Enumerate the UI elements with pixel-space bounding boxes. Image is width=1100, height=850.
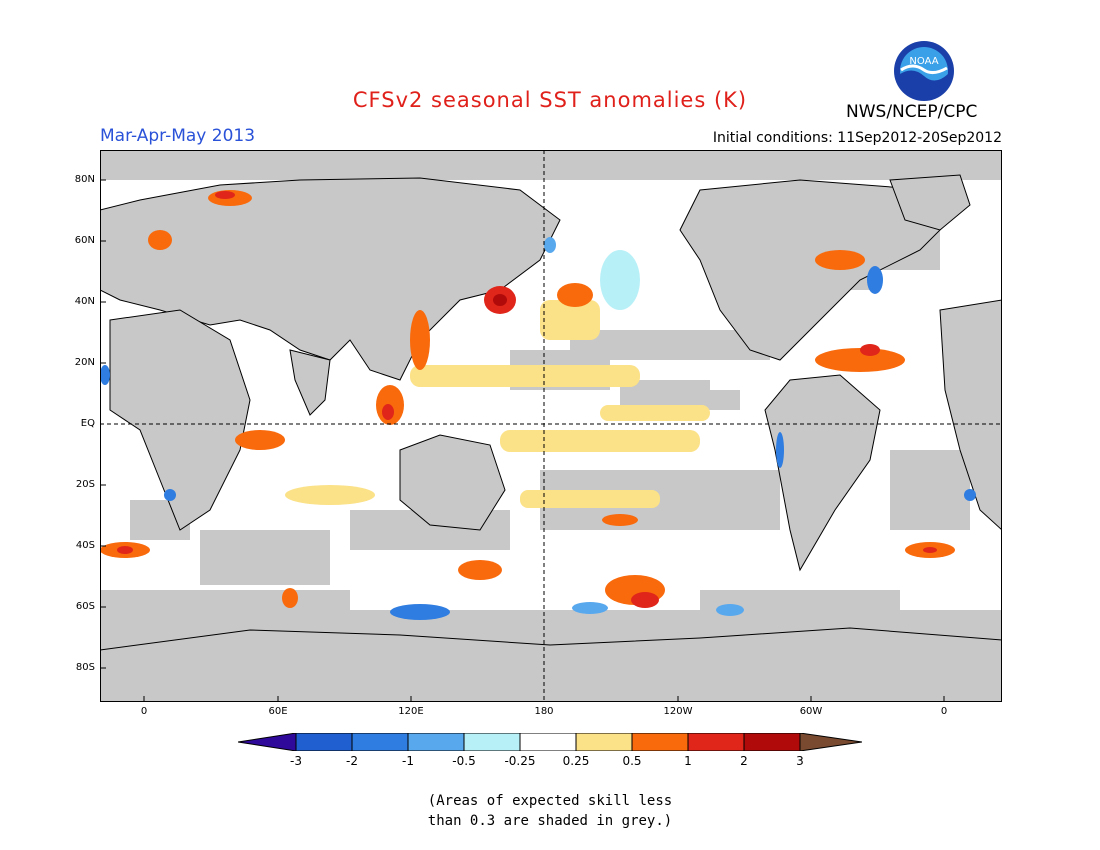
colorbar-label: 0.5: [622, 754, 642, 768]
agency-label: NWS/NCEP/CPC: [846, 102, 978, 122]
colorbar-label: 0.25: [562, 754, 590, 768]
skill-note: (Areas of expected skill less than 0.3 a…: [0, 791, 1100, 831]
lon-label: 120E: [398, 706, 424, 717]
lon-label: 60W: [799, 706, 823, 717]
lat-label: 20N: [74, 357, 95, 368]
lat-label: 60S: [75, 601, 95, 612]
colorbar-segment: [575, 733, 633, 751]
colorbar-segment: [687, 733, 745, 751]
colorbar-segment: [407, 733, 465, 751]
lat-label: 40S: [75, 540, 95, 551]
continents: [100, 174, 1002, 702]
sst-anomaly-map: [100, 150, 1002, 702]
colorbar-end-high: [799, 733, 862, 751]
lon-label: 120W: [663, 706, 693, 717]
lat-label: 80S: [75, 662, 95, 673]
skill-note-line: than 0.3 are shaded in grey.): [427, 813, 673, 829]
colorbar-label: -3: [290, 754, 302, 768]
lon-label: 0: [940, 706, 948, 717]
colorbar-segment: [351, 733, 409, 751]
skill-note-line: (Areas of expected skill less: [427, 793, 673, 809]
logo-text: NOAA: [909, 56, 938, 67]
anomaly-patches: [100, 190, 976, 620]
colorbar-label: 2: [740, 754, 748, 768]
lat-label: 60N: [74, 235, 95, 246]
colorbar-end-low: [238, 733, 297, 751]
colorbar-label: -0.5: [452, 754, 476, 768]
colorbar-segments: [238, 733, 862, 751]
colorbar-label: -1: [402, 754, 414, 768]
initial-conditions-label: Initial conditions: 11Sep2012-20Sep2012: [712, 130, 1002, 146]
map-frame: [100, 150, 1002, 702]
colorbar-segment: [463, 733, 521, 751]
colorbar-segment: [631, 733, 689, 751]
colorbar-label: -2: [346, 754, 358, 768]
season-label: Mar-Apr-May 2013: [100, 126, 256, 146]
colorbar-label: -0.25: [504, 754, 536, 768]
colorbar: [238, 733, 862, 751]
lon-label: 180: [534, 706, 554, 717]
colorbar-segment: [295, 733, 353, 751]
lat-label: 20S: [75, 479, 95, 490]
lat-label: 80N: [74, 174, 95, 185]
colorbar-label: 3: [796, 754, 804, 768]
lon-label: 0: [140, 706, 148, 717]
lat-label: 40N: [74, 296, 95, 307]
map-title: CFSv2 seasonal SST anomalies (K): [352, 88, 748, 112]
colorbar-segment: [743, 733, 801, 751]
colorbar-label: 1: [684, 754, 692, 768]
noaa-logo: NOAA: [894, 41, 954, 101]
lat-label: EQ: [80, 418, 95, 429]
lon-label: 60E: [268, 706, 288, 717]
colorbar-segment: [519, 733, 577, 751]
